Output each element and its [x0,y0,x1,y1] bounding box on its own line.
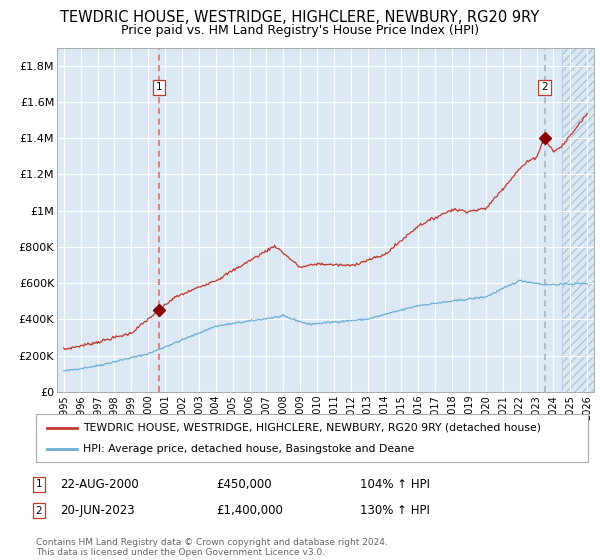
Text: 2: 2 [35,506,43,516]
Text: 20-JUN-2023: 20-JUN-2023 [60,504,134,517]
Text: £1,400,000: £1,400,000 [216,504,283,517]
Text: £450,000: £450,000 [216,478,272,491]
Text: Price paid vs. HM Land Registry's House Price Index (HPI): Price paid vs. HM Land Registry's House … [121,24,479,36]
Text: 1: 1 [156,82,163,92]
Text: 104% ↑ HPI: 104% ↑ HPI [360,478,430,491]
Text: HPI: Average price, detached house, Basingstoke and Deane: HPI: Average price, detached house, Basi… [83,444,414,454]
Text: 130% ↑ HPI: 130% ↑ HPI [360,504,430,517]
Bar [562,48,600,392]
Text: 22-AUG-2000: 22-AUG-2000 [60,478,139,491]
Text: TEWDRIC HOUSE, WESTRIDGE, HIGHCLERE, NEWBURY, RG20 9RY (detached house): TEWDRIC HOUSE, WESTRIDGE, HIGHCLERE, NEW… [83,423,541,433]
FancyBboxPatch shape [36,414,588,462]
Text: Contains HM Land Registry data © Crown copyright and database right 2024.
This d: Contains HM Land Registry data © Crown c… [36,538,388,557]
Text: 2: 2 [541,82,548,92]
Text: TEWDRIC HOUSE, WESTRIDGE, HIGHCLERE, NEWBURY, RG20 9RY: TEWDRIC HOUSE, WESTRIDGE, HIGHCLERE, NEW… [61,10,539,25]
Text: 1: 1 [35,479,43,489]
